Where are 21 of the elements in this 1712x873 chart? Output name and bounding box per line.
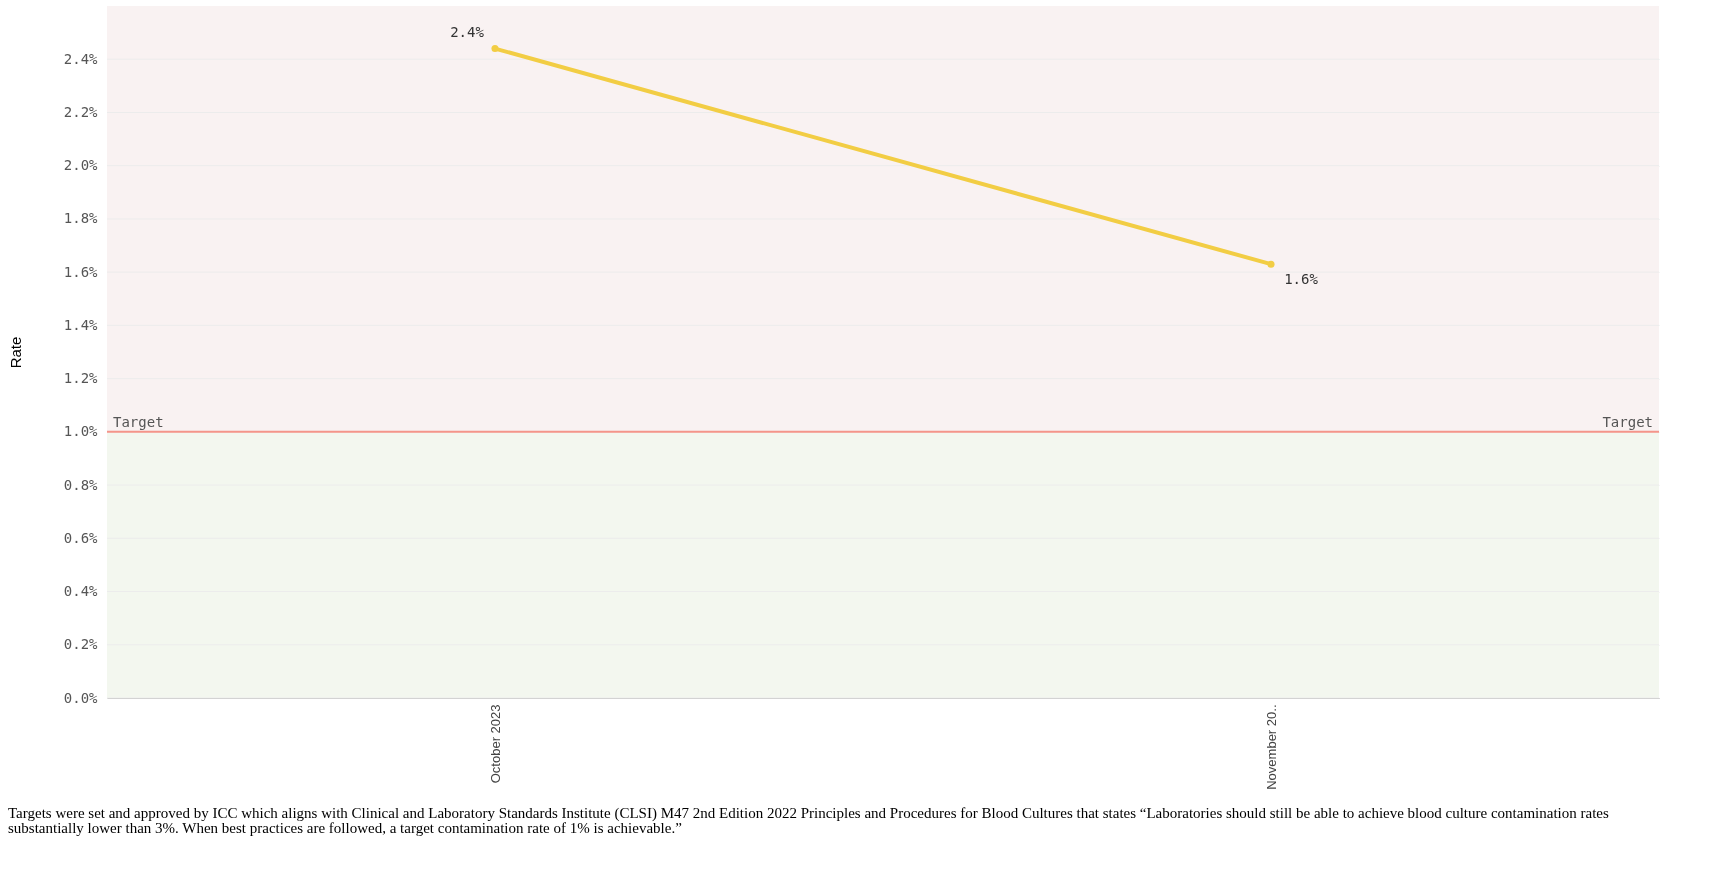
y-tick-label: 2.2% [63, 103, 99, 120]
y-tick-label: 2.4% [63, 50, 99, 67]
y-tick-label: 0.4% [63, 583, 99, 600]
y-tick-label: 1.0% [63, 423, 99, 440]
x-tick-label: October 2023 [487, 704, 503, 784]
y-tick-label: 0.2% [63, 636, 99, 653]
x-tick-label: November 20.. [1263, 704, 1279, 790]
data-label: 1.6% [1284, 271, 1319, 288]
y-tick-label: 1.8% [63, 210, 99, 227]
y-tick-label: 1.4% [63, 316, 99, 333]
y-tick-label: 0.6% [63, 529, 99, 546]
text: Targets were set and approved by ICC which aligns with Clinical and Laboratory Standards Institute (CLSI) M47 2nd Edition 2022 Principles and Procedures for Blood Cultures that states “Laboratories should still be able to achieve blood culture contamination rates substantially lower than 3%. When best practices are followed, a target contamination rate of 1% is achievable.” [8, 805, 1610, 836]
y-tick-label: 2.0% [63, 157, 99, 174]
y-tick-label: 0.0% [63, 689, 99, 706]
y-axis-title: Rate [6, 336, 24, 369]
y-tick-label: 1.6% [63, 263, 99, 280]
data-label: 2.4% [450, 23, 485, 40]
y-tick-label: 1.2% [63, 370, 99, 387]
y-tick-label: 0.8% [63, 476, 99, 493]
text: Target [1602, 413, 1653, 430]
ref-line-label: Target [113, 413, 164, 430]
